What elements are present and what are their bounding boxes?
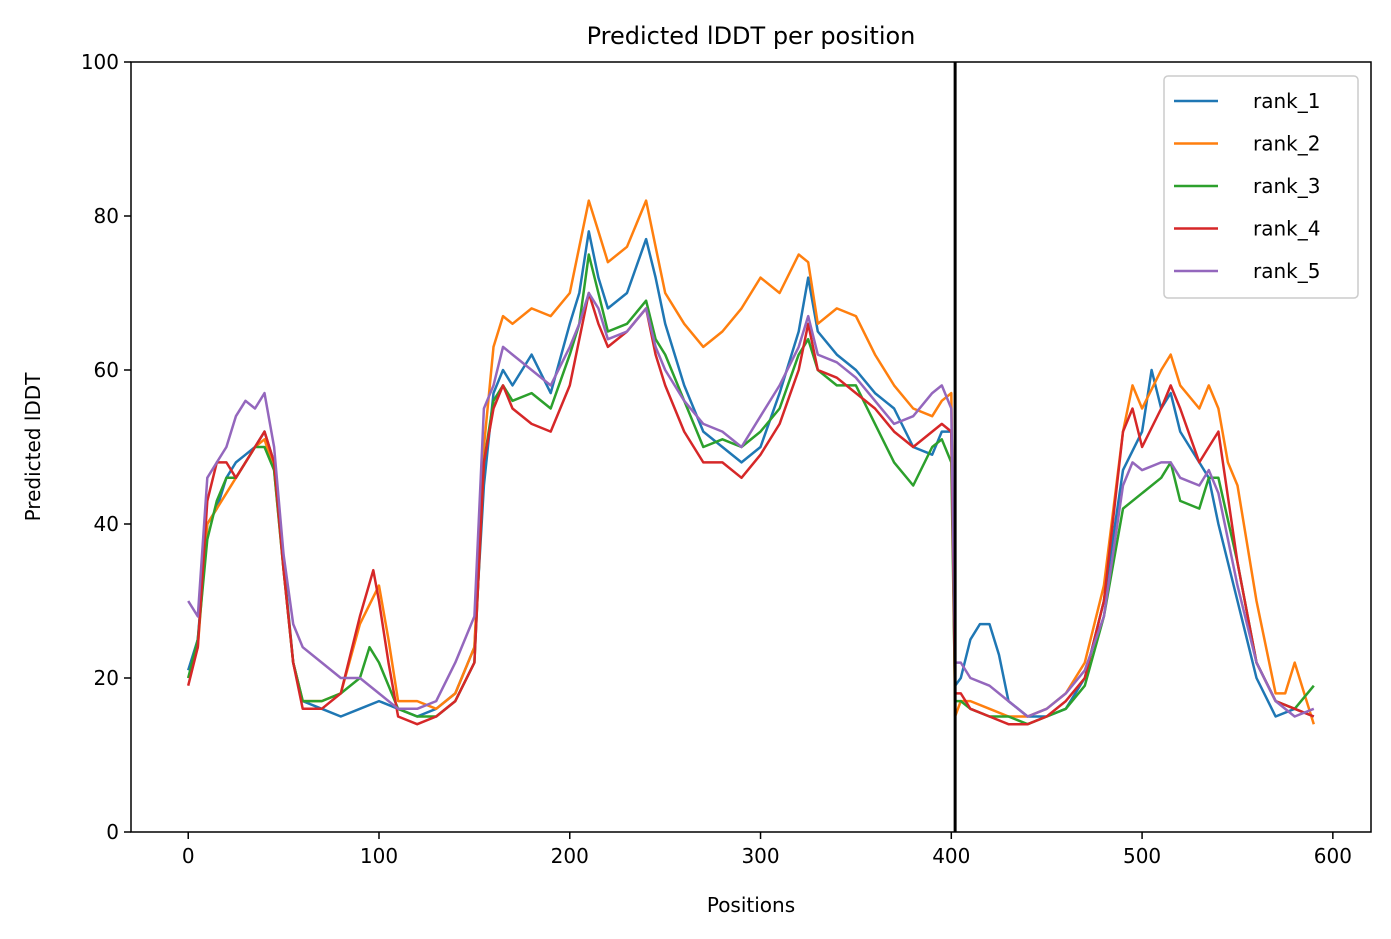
x-tick-label: 200 xyxy=(551,844,589,868)
x-axis-ticks: 0 100 200 300 400 500 600 xyxy=(182,832,1352,868)
legend: rank_1 rank_2 rank_3 rank_4 rank_5 xyxy=(1163,75,1359,299)
legend-label-rank-3: rank_3 xyxy=(1253,174,1320,198)
plot-frame xyxy=(130,61,1372,833)
series-layer xyxy=(186,199,1315,726)
series-line-rank-4 xyxy=(186,291,1315,726)
y-tick-label: 100 xyxy=(81,50,119,74)
x-tick-label: 500 xyxy=(1123,844,1161,868)
series-line-rank-1 xyxy=(187,230,1315,718)
legend-items: rank_1 rank_2 rank_3 rank_4 rank_5 xyxy=(1174,89,1320,283)
x-tick-label: 400 xyxy=(932,844,970,868)
legend-label-rank-5: rank_5 xyxy=(1253,259,1320,283)
x-axis-label: Positions xyxy=(707,893,795,917)
y-axis-ticks: 0 20 40 60 80 100 xyxy=(81,50,131,844)
legend-box xyxy=(1163,75,1359,299)
series-line-rank-5 xyxy=(187,291,1315,718)
y-tick-label: 80 xyxy=(94,204,119,228)
legend-label-rank-4: rank_4 xyxy=(1253,217,1320,241)
plot-area xyxy=(130,61,1372,833)
x-tick-label: 0 xyxy=(182,844,195,868)
legend-label-rank-2: rank_2 xyxy=(1253,132,1320,156)
y-tick-label: 60 xyxy=(94,358,119,382)
x-tick-label: 300 xyxy=(741,844,779,868)
y-tick-label: 40 xyxy=(94,512,119,536)
x-tick-label: 600 xyxy=(1314,844,1352,868)
y-axis-label: Predicted lDDT xyxy=(21,372,45,522)
x-tick-label: 100 xyxy=(360,844,398,868)
chart-title: Predicted lDDT per position xyxy=(587,22,916,50)
legend-label-rank-1: rank_1 xyxy=(1253,89,1320,113)
y-tick-label: 20 xyxy=(94,666,119,690)
y-tick-label: 0 xyxy=(106,820,119,844)
